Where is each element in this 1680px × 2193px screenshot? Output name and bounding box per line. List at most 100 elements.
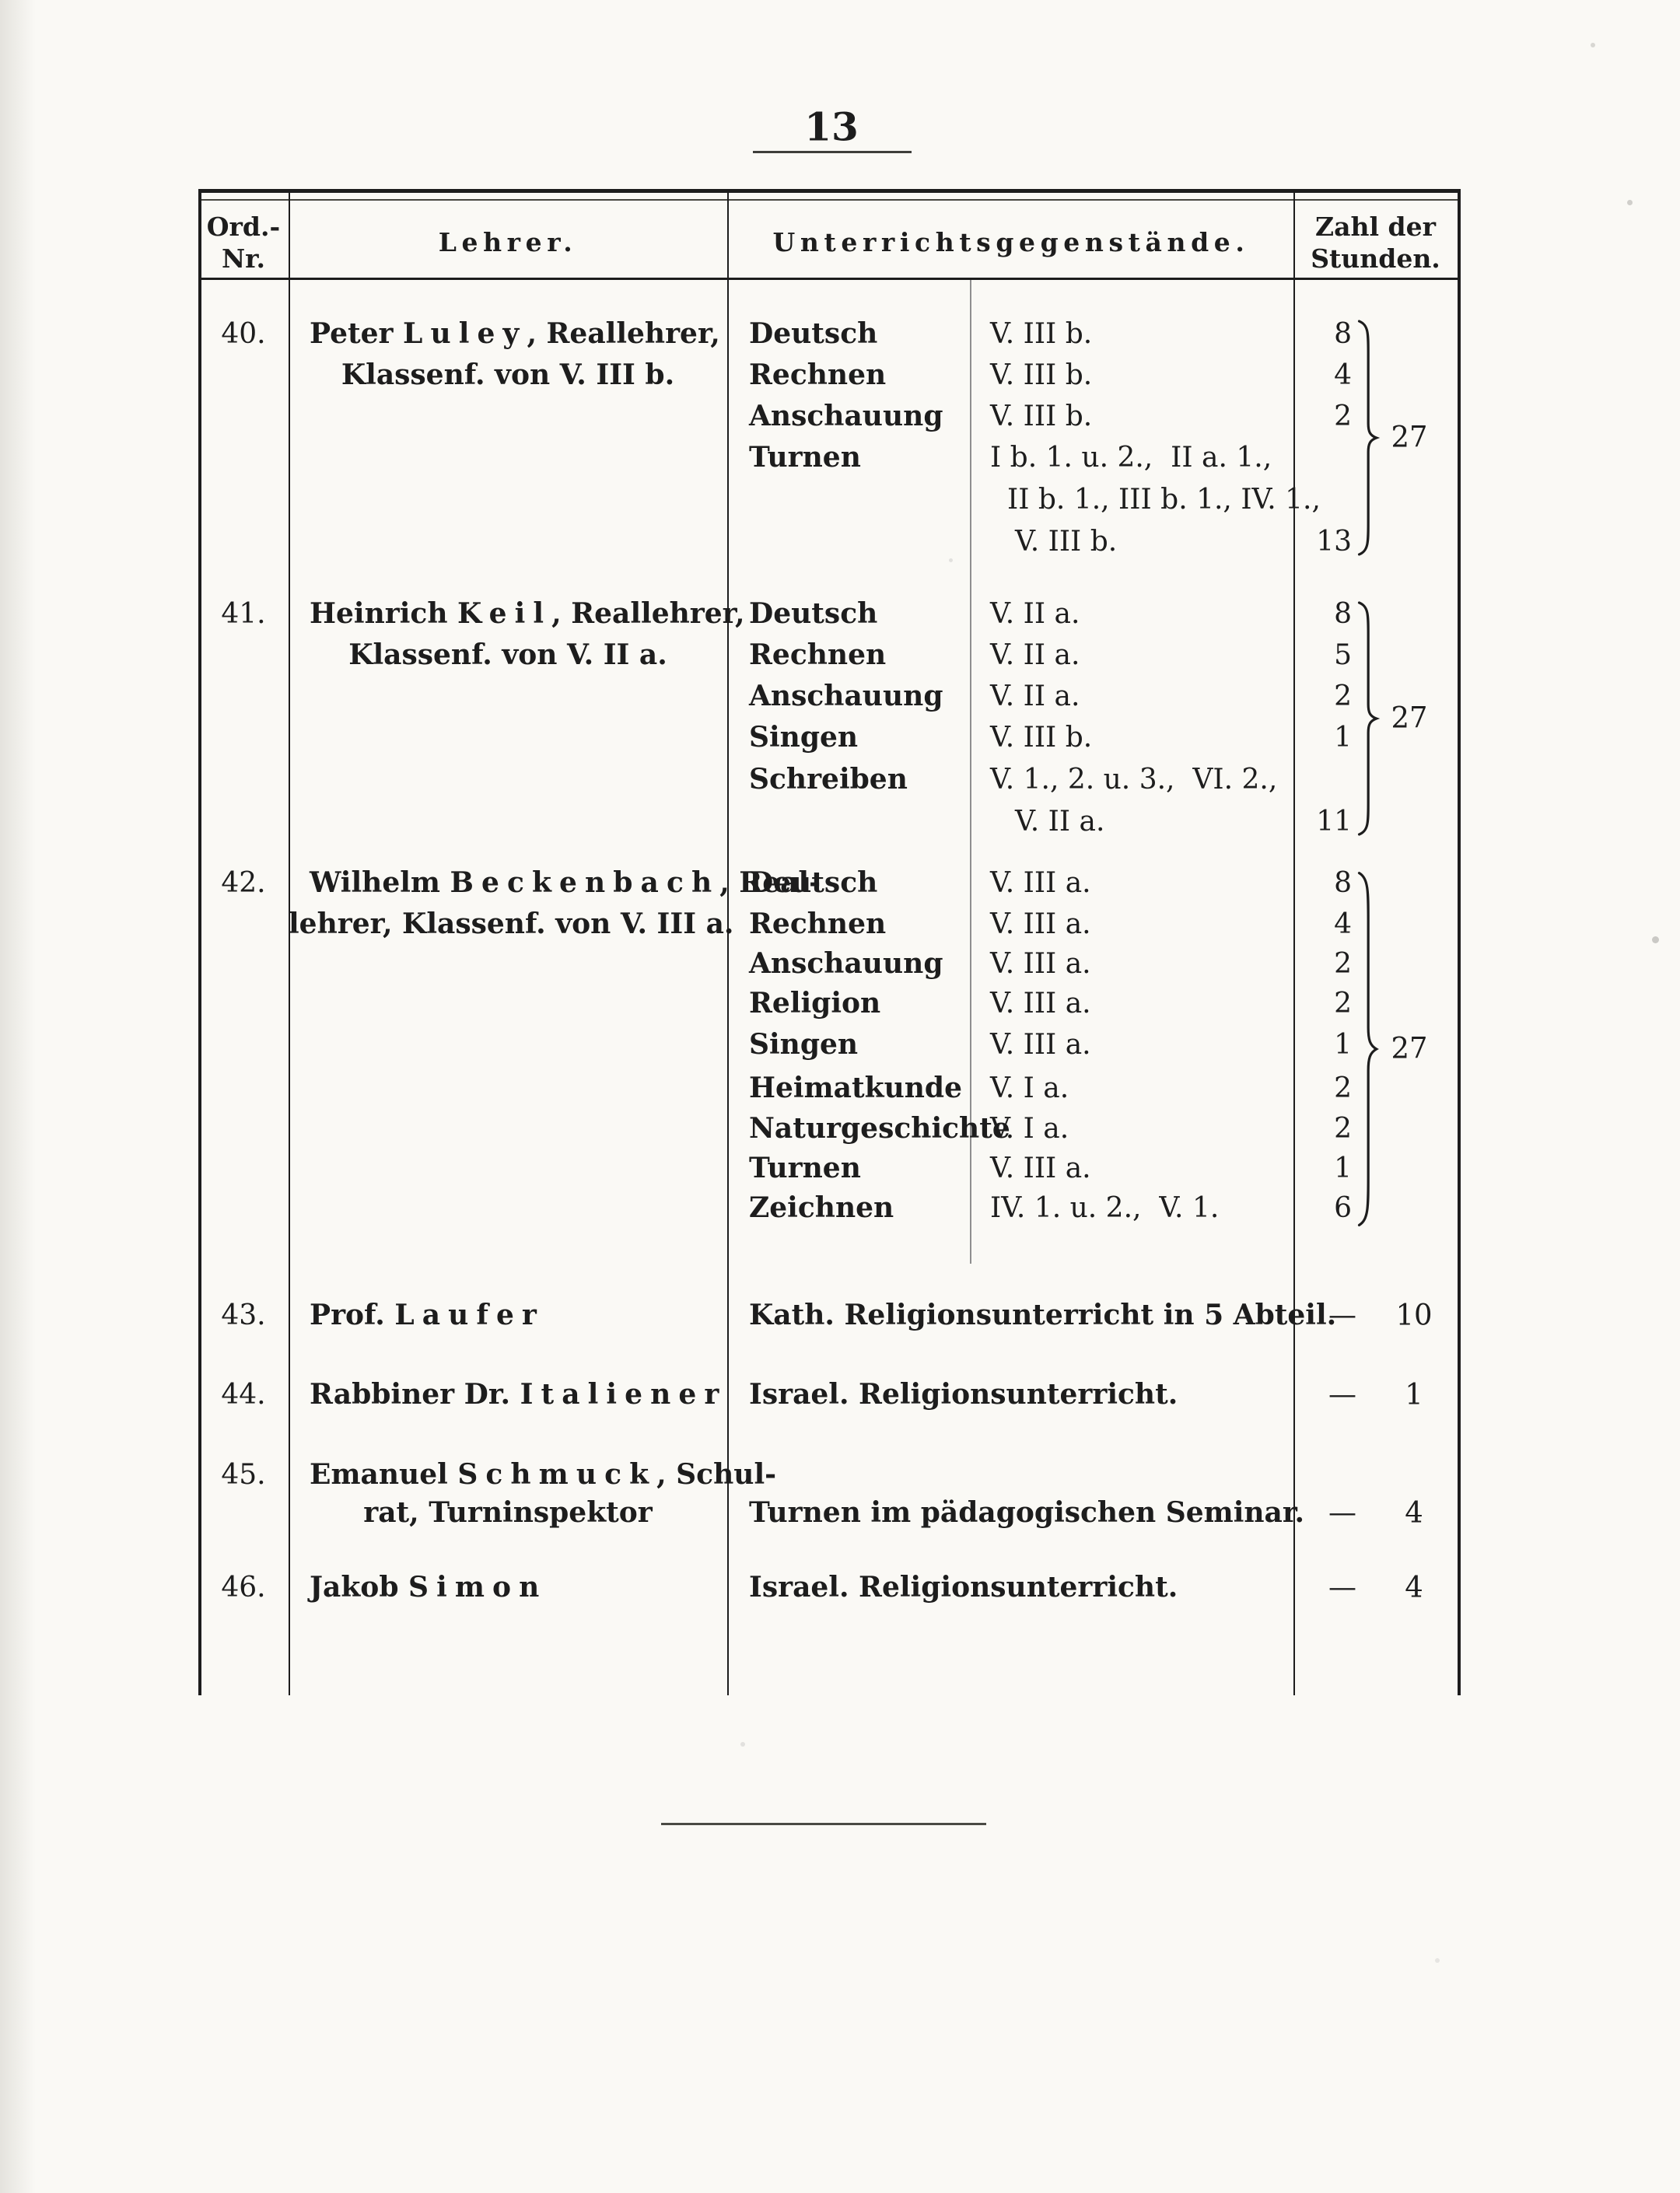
hours-cell: 4 [1334, 908, 1352, 941]
teacher-name: Prof. Laufer [310, 1299, 544, 1332]
scan-speck [1435, 1958, 1440, 1963]
hours-brace [1356, 319, 1378, 557]
header-ord-nr-line1: Ord.- [206, 211, 281, 242]
teacher-name-post: , Reallehrer, [527, 317, 720, 351]
teacher-name: Heinrich Keil, Reallehrer, [310, 597, 745, 631]
teacher-surname: Italiener [520, 1378, 727, 1411]
subject-cell: Israel. Religionsunterricht. [749, 1378, 1178, 1411]
hours-dash: — [1328, 1379, 1356, 1411]
class-cell: V. II a. [1015, 806, 1105, 838]
teacher-name-pre: Jakob [310, 1571, 409, 1604]
page-number: 13 [804, 103, 859, 150]
table-border-top-outer [198, 189, 1461, 193]
hours-cell: 6 [1334, 1192, 1352, 1225]
hours-total: 27 [1391, 701, 1428, 735]
scan-speck [740, 1742, 745, 1747]
subject-cell: Rechnen [749, 908, 887, 941]
subject-cell: Turnen im pädagogischen Seminar. [749, 1496, 1305, 1530]
class-cell: V. II a. [990, 598, 1080, 631]
hours-cell: 8 [1334, 598, 1352, 631]
class-cell: V. II a. [990, 639, 1080, 672]
table-border-right [1458, 189, 1461, 1695]
scan-speck [1591, 43, 1595, 47]
hours-cell: 1 [1334, 1152, 1352, 1185]
subject-cell: Religion [749, 987, 881, 1020]
subject-cell: Israel. Religionsunterricht. [749, 1571, 1178, 1604]
teacher-surname: Keil [457, 597, 552, 631]
scan-edge-shading [0, 0, 36, 2193]
hours-cell: 2 [1334, 988, 1352, 1020]
class-cell: V. III b. [1015, 526, 1118, 558]
hours-total: 27 [1391, 420, 1428, 454]
row-number: 41. [221, 598, 266, 631]
class-cell: V. III a. [990, 948, 1091, 981]
class-cell: V. III a. [990, 867, 1091, 900]
teacher-name-pre: Wilhelm [310, 866, 450, 900]
header-zahl-der-stunden-line1: Zahl der [1315, 211, 1436, 242]
bottom-rule [661, 1823, 986, 1825]
column-divider-lehrer [727, 189, 729, 1695]
class-cell: V. III b. [990, 318, 1093, 351]
hours-cell: 5 [1334, 639, 1352, 672]
class-cell: I b. 1. u. 2., II a. 1., [990, 442, 1272, 474]
hours-cell: 8 [1334, 867, 1352, 900]
teacher-name-line2: lehrer, Klassenf. von V. III a. [289, 908, 734, 941]
class-cell: V. III a. [990, 908, 1091, 941]
class-cell: V. 1., 2. u. 3., VI. 2., [990, 764, 1278, 796]
teacher-surname: Laufer [394, 1299, 544, 1332]
hours-cell: 2 [1334, 948, 1352, 981]
subject-cell: Deutsch [749, 866, 878, 900]
teacher-name-line2: Klassenf. von V. II a. [348, 638, 667, 672]
header-unterrichtsgegenstaende: Unterrichtsgegenstände. [772, 226, 1250, 257]
table-border-left [198, 189, 201, 1695]
hours-dash: — [1328, 1572, 1356, 1604]
hours-dash: — [1328, 1299, 1356, 1332]
teacher-name-pre: Prof. [310, 1299, 395, 1332]
row-number: 40. [221, 318, 266, 351]
teacher-name-pre: Peter [310, 317, 404, 351]
table-header-divider [198, 278, 1461, 280]
subject-cell: Turnen [749, 441, 861, 474]
teacher-surname: Beckenbach [450, 866, 720, 900]
class-cell: II b. 1., III b. 1., IV. 1., [1007, 484, 1321, 516]
subject-cell: Heimatkunde [749, 1072, 963, 1105]
column-divider-classes [970, 280, 971, 1264]
row-number: 45. [221, 1459, 266, 1492]
hours-cell: 2 [1334, 400, 1352, 433]
class-cell: IV. 1. u. 2., V. 1. [990, 1192, 1220, 1225]
table-border-top-inner [198, 199, 1461, 201]
hours-brace [1356, 600, 1378, 837]
hours-cell: 11 [1316, 806, 1352, 838]
subject-cell: Rechnen [749, 359, 887, 392]
class-cell: V. III a. [990, 1152, 1091, 1185]
hours-brace [1356, 869, 1378, 1229]
teacher-surname: Schmuck [457, 1458, 657, 1492]
teacher-name-line2: rat, Turninspektor [363, 1496, 653, 1530]
hours-total: 1 [1405, 1377, 1423, 1411]
teacher-name: Peter Luley, Reallehrer, [310, 317, 720, 351]
class-cell: V. III a. [990, 988, 1091, 1020]
row-number: 46. [221, 1572, 266, 1604]
subject-cell: Turnen [749, 1152, 861, 1185]
class-cell: V. I a. [990, 1113, 1069, 1145]
scan-speck [1627, 200, 1633, 205]
teacher-surname: Simon [408, 1571, 548, 1604]
hours-cell: 2 [1334, 680, 1352, 713]
hours-dash: — [1328, 1497, 1356, 1530]
row-number: 42. [221, 867, 266, 900]
teacher-name-post: , Schul- [656, 1458, 777, 1492]
subject-cell: Deutsch [749, 317, 878, 351]
subject-cell: Anschauung [749, 400, 943, 433]
class-cell: V. III a. [990, 1029, 1091, 1062]
subject-cell: Anschauung [749, 680, 943, 713]
hours-cell: 2 [1334, 1072, 1352, 1105]
hours-total: 27 [1391, 1031, 1428, 1065]
class-cell: V. III b. [990, 722, 1093, 754]
hours-total: 10 [1395, 1298, 1433, 1332]
teacher-name-pre: Heinrich [310, 597, 458, 631]
header-zahl-der-stunden-line2: Stunden. [1311, 243, 1440, 274]
page-number-underline [753, 151, 912, 153]
hours-total: 4 [1405, 1495, 1423, 1530]
teacher-name: Rabbiner Dr. Italiener [310, 1378, 727, 1411]
subject-cell: Naturgeschichte [749, 1112, 1010, 1145]
